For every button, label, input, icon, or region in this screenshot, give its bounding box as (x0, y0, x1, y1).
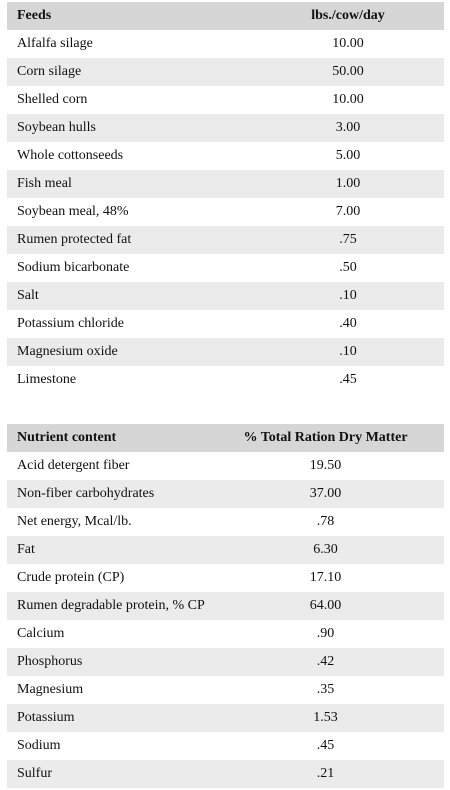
table-row: Limestone .45 (7, 366, 444, 394)
row-label: Rumen protected fat (17, 232, 132, 247)
row-label: Soybean hulls (17, 120, 96, 135)
row-label: Phosphorus (17, 654, 83, 669)
lbs-per-cow-column-header: lbs./cow/day (311, 8, 385, 23)
row-value: 10.00 (332, 92, 364, 107)
table-row: Net energy, Mcal/lb. .78 (7, 508, 444, 536)
row-value: 1.53 (313, 710, 338, 725)
feeds-table-header: Feeds lbs./cow/day (7, 2, 444, 30)
row-value: .10 (339, 344, 357, 359)
row-value: 50.00 (332, 64, 364, 79)
dry-matter-column-header: % Total Ration Dry Matter (243, 430, 408, 445)
table-row: Sodium bicarbonate .50 (7, 254, 444, 282)
row-label: Corn silage (17, 64, 82, 79)
feeds-column-header: Feeds (17, 8, 52, 23)
nutrient-table: Nutrient content % Total Ration Dry Matt… (7, 424, 444, 788)
row-value: 37.00 (309, 486, 342, 501)
row-value: 3.00 (335, 120, 361, 135)
row-value: 1.00 (335, 176, 361, 191)
row-label: Alfalfa silage (17, 36, 93, 51)
row-label: Soybean meal, 48% (17, 204, 129, 219)
row-label: Magnesium oxide (17, 344, 118, 359)
row-label: Sodium (17, 738, 61, 753)
row-value: .75 (339, 232, 357, 247)
row-label: Calcium (17, 626, 65, 641)
row-value: .50 (339, 260, 357, 275)
table-row: Magnesium .35 (7, 676, 444, 704)
row-label: Rumen degradable protein, % CP (17, 598, 205, 613)
row-label: Fish meal (17, 176, 72, 191)
table-row: Alfalfa silage 10.00 (7, 30, 444, 58)
row-value: .40 (339, 316, 357, 331)
row-label: Shelled corn (17, 92, 88, 107)
row-value: 5.00 (335, 148, 361, 163)
row-label: Potassium (17, 710, 75, 725)
row-label: Sodium bicarbonate (17, 260, 130, 275)
row-value: .35 (316, 682, 335, 697)
row-value: .45 (316, 738, 335, 753)
row-value: .21 (316, 766, 335, 781)
row-label: Sulfur (17, 766, 52, 781)
row-value: .78 (316, 514, 335, 529)
row-label: Salt (17, 288, 39, 303)
table-row: Acid detergent fiber 19.50 (7, 452, 444, 480)
table-row: Sulfur .21 (7, 760, 444, 788)
table-row: Fat 6.30 (7, 536, 444, 564)
table-row: Corn silage 50.00 (7, 58, 444, 86)
row-label: Whole cottonseeds (17, 148, 124, 163)
table-row: Crude protein (CP) 17.10 (7, 564, 444, 592)
table-row: Potassium chloride .40 (7, 310, 444, 338)
row-label: Crude protein (CP) (17, 570, 125, 585)
table-row: Soybean hulls 3.00 (7, 114, 444, 142)
row-value: 17.10 (309, 570, 342, 585)
table-row: Fish meal 1.00 (7, 170, 444, 198)
row-value: .90 (316, 626, 335, 641)
table-row: Sodium .45 (7, 732, 444, 760)
nutrient-table-header: Nutrient content % Total Ration Dry Matt… (7, 424, 444, 452)
row-label: Acid detergent fiber (17, 458, 130, 473)
row-value: 64.00 (309, 598, 342, 613)
row-label: Fat (17, 542, 35, 557)
row-label: Magnesium (17, 682, 84, 697)
table-row: Magnesium oxide .10 (7, 338, 444, 366)
table-row: Potassium 1.53 (7, 704, 444, 732)
table-row: Soybean meal, 48% 7.00 (7, 198, 444, 226)
nutrient-column-header: Nutrient content (17, 430, 117, 445)
table-row: Rumen degradable protein, % CP 64.00 (7, 592, 444, 620)
row-value: 19.50 (309, 458, 342, 473)
row-value: 10.00 (332, 36, 364, 51)
table-row: Salt .10 (7, 282, 444, 310)
row-value: 6.30 (313, 542, 338, 557)
row-label: Limestone (17, 372, 77, 387)
row-label: Non-fiber carbohydrates (17, 486, 155, 501)
table-row: Non-fiber carbohydrates 37.00 (7, 480, 444, 508)
row-value: 7.00 (335, 204, 361, 219)
table-row: Shelled corn 10.00 (7, 86, 444, 114)
row-value: .42 (316, 654, 335, 669)
row-value: .10 (339, 288, 357, 303)
table-row: Calcium .90 (7, 620, 444, 648)
row-label: Net energy, Mcal/lb. (17, 514, 132, 529)
row-label: Potassium chloride (17, 316, 124, 331)
row-value: .45 (339, 372, 357, 387)
table-row: Whole cottonseeds 5.00 (7, 142, 444, 170)
table-row: Phosphorus .42 (7, 648, 444, 676)
feeds-table: Feeds lbs./cow/day Alfalfa silage 10.00 Co… (7, 2, 444, 394)
table-row: Rumen protected fat .75 (7, 226, 444, 254)
